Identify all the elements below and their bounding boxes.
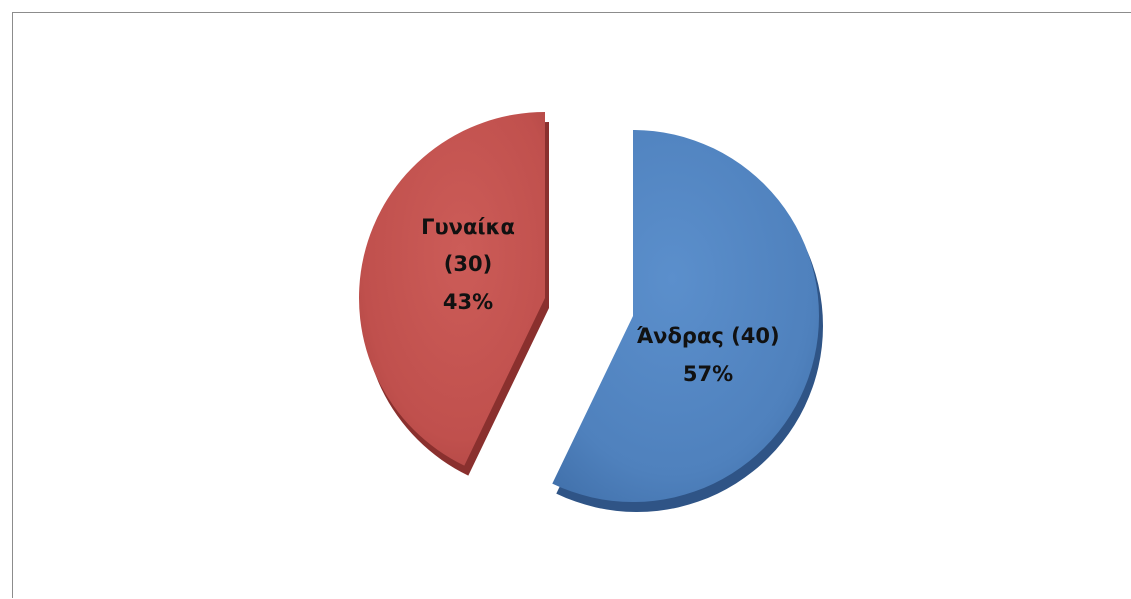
data-label-male-line1: Άνδρας (40) <box>636 324 779 348</box>
pie-slice-male <box>552 130 819 502</box>
pie-chart: Άνδρας (40) 57% Γυναίκα (30) 43% <box>359 112 823 512</box>
data-label-female-line2: (30) <box>444 252 492 276</box>
pie-slice-female <box>359 112 545 466</box>
data-label-female-line1: Γυναίκα <box>421 215 515 239</box>
data-label-female-line3: 43% <box>443 290 493 314</box>
data-label-male-line2: 57% <box>683 362 733 386</box>
chart-area: Άνδρας (40) 57% Γυναίκα (30) 43% <box>12 12 1131 598</box>
